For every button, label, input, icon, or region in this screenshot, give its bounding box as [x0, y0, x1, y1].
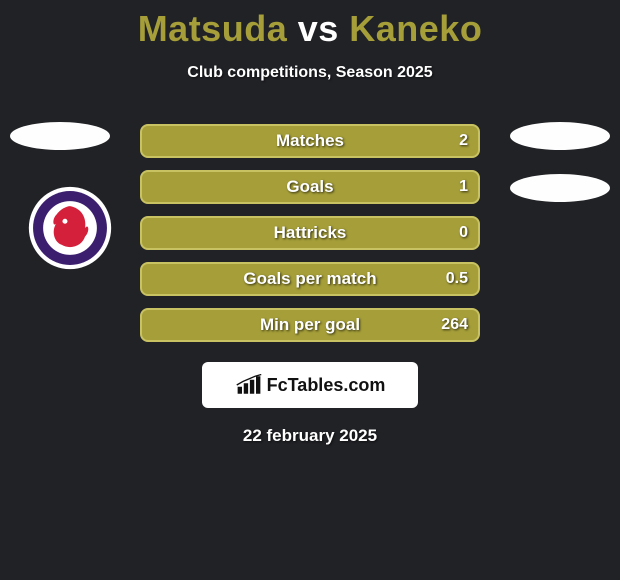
stat-value: 0 — [459, 224, 468, 242]
stats-bars: Matches 2 Goals 1 Hattricks 0 Goals per … — [140, 124, 480, 342]
title-player2: Kaneko — [349, 8, 482, 49]
stat-label: Goals — [286, 177, 333, 197]
title-vs: vs — [287, 8, 349, 49]
right-placeholder-ellipse-2 — [510, 174, 610, 202]
stat-bar-goals: Goals 1 — [140, 170, 480, 204]
stat-label: Hattricks — [274, 223, 347, 243]
subtitle: Club competitions, Season 2025 — [0, 64, 620, 82]
stat-label: Goals per match — [243, 269, 376, 289]
stat-label: Matches — [276, 131, 344, 151]
stat-bar-goals-per-match: Goals per match 0.5 — [140, 262, 480, 296]
comparison-title: Matsuda vs Kaneko — [0, 0, 620, 50]
footer-date: 22 february 2025 — [0, 426, 620, 446]
stat-value: 1 — [459, 178, 468, 196]
stat-bar-matches: Matches 2 — [140, 124, 480, 158]
branding-text: FcTables.com — [267, 375, 386, 396]
right-placeholder-ellipse-1 — [510, 122, 610, 150]
stat-value: 2 — [459, 132, 468, 150]
title-player1: Matsuda — [138, 8, 288, 49]
stat-label: Min per goal — [260, 315, 360, 335]
club-badge — [28, 186, 112, 270]
content-area: Matches 2 Goals 1 Hattricks 0 Goals per … — [0, 124, 620, 446]
stat-value: 0.5 — [446, 270, 468, 288]
stat-bar-hattricks: Hattricks 0 — [140, 216, 480, 250]
stat-value: 264 — [441, 316, 468, 334]
stat-bar-min-per-goal: Min per goal 264 — [140, 308, 480, 342]
branding-box: FcTables.com — [202, 362, 418, 408]
left-placeholder-ellipse — [10, 122, 110, 150]
bar-chart-icon — [235, 374, 263, 396]
